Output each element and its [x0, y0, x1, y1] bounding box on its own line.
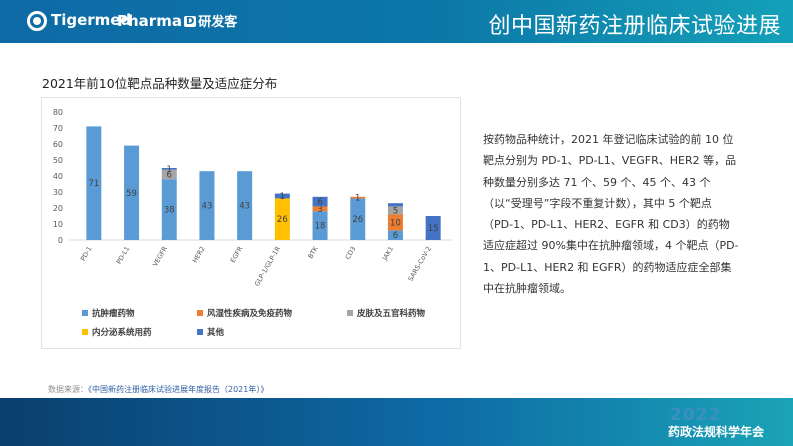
data-label: 6 [393, 231, 398, 241]
bar-segment [350, 198, 366, 240]
legend-swatch [197, 310, 203, 316]
bar-segment [86, 126, 102, 240]
legend-label: 风湿性疾病及免疫药物 [207, 308, 293, 319]
data-label: 3 [317, 205, 322, 215]
data-label: 15 [428, 224, 439, 234]
source-link[interactable]: 《中国新药注册临床试验进展年度报告（2021年）》 [88, 385, 269, 394]
data-label: 1 [355, 194, 360, 204]
source-label: 数据来源： [48, 385, 88, 394]
legend-swatch [82, 310, 88, 316]
bar-segment [124, 145, 140, 240]
bar-segment [387, 203, 403, 207]
bar-segment [199, 171, 215, 240]
data-label: 1 [280, 192, 285, 202]
data-label: 10 [390, 218, 401, 228]
footer-year: 2022 [670, 405, 722, 425]
bar-segment [161, 168, 177, 170]
data-label: 1 [167, 165, 172, 175]
header-bar: Tigermed Pharma D 研发客 创中国新药注册临床试验进展 [0, 0, 793, 43]
bar-segment [274, 198, 290, 240]
y-tick-label: 80 [53, 108, 63, 117]
pharmad-logo-cn: 研发客 [198, 15, 238, 30]
legend-label: 皮肤及五官科药物 [356, 308, 426, 319]
source-note: 数据来源：《中国新药注册临床试验进展年度报告（2021年）》 [48, 384, 268, 395]
data-label: 26 [277, 215, 288, 225]
legend-label: 内分泌系统用药 [92, 327, 152, 338]
tigermed-logo-icon [27, 11, 47, 31]
bar-segment [161, 169, 177, 180]
data-label: 6 [317, 198, 322, 208]
data-label: 43 [202, 202, 213, 212]
tigermed-logo-text: Tigermed [51, 11, 132, 29]
category-label: HER2 [191, 245, 207, 264]
data-label: 38 [164, 206, 175, 216]
pharmad-logo-text: Pharma [117, 12, 182, 30]
legend-swatch [197, 329, 203, 335]
y-tick-label: 0 [58, 236, 63, 245]
bar-segment [387, 206, 403, 215]
chart-container: 0 10 20 30 40 50 60 70 80 71 PD-1 59 PD-L1 38 6 1 VEGFR 4… [41, 97, 461, 349]
category-label: PD-L1 [115, 245, 131, 265]
legend-label: 其他 [207, 327, 225, 338]
footer-bar: 2022 药政法规科学年会 [0, 398, 793, 446]
legend-label: 抗肿瘤药物 [92, 308, 135, 319]
footer-text: 药政法规科学年会 [668, 425, 765, 439]
data-label: 43 [239, 202, 250, 212]
category-label: VEGFR [151, 245, 169, 268]
bar-segment [312, 211, 328, 240]
bar-segment [161, 179, 177, 240]
category-label: CD3 [344, 245, 358, 261]
y-tick-label: 50 [53, 156, 63, 165]
y-tick-label: 10 [53, 220, 63, 229]
category-label: PD-1 [79, 245, 94, 262]
data-label: 18 [315, 222, 326, 232]
data-label: 5 [393, 206, 398, 216]
data-label: 6 [167, 170, 172, 180]
data-label: 71 [88, 179, 99, 189]
category-label: JAK1 [380, 245, 395, 263]
bar-segment [312, 206, 328, 212]
y-tick-label: 60 [53, 140, 63, 149]
legend-swatch [82, 329, 88, 335]
y-tick-label: 40 [53, 172, 63, 181]
category-label: GLP-1/GLP-1R [253, 245, 282, 288]
bar-segment [425, 216, 441, 240]
chart-title: 2021年前10位靶点品种数量及适应症分布 [42, 76, 278, 91]
pharmad-logo: Pharma D 研发客 [117, 11, 237, 30]
y-tick-label: 20 [53, 204, 63, 213]
bar-segment [274, 193, 290, 199]
y-tick-label: 70 [53, 124, 63, 133]
data-label: 59 [126, 189, 137, 199]
page-title: 创中国新药注册临床试验进展 [488, 14, 781, 39]
category-label: EGFR [229, 245, 245, 264]
bar-chart: 0102030405060708071PD-159PD-L13861VEGFR4… [53, 108, 452, 338]
bar-segment [312, 196, 328, 207]
legend-swatch [347, 310, 353, 316]
y-tick-label: 30 [53, 188, 63, 197]
bar-segment [387, 230, 403, 240]
bar-segment [387, 214, 403, 231]
data-label: 26 [352, 215, 363, 225]
bar-segment [237, 171, 253, 240]
category-label: BTK [307, 244, 321, 260]
bar-segment [350, 196, 366, 199]
pharmad-logo-box: D [183, 16, 197, 27]
description-text: 按药物品种统计，2021 年登记临床试验的前 10 位靶点分别为 PD-1、PD… [483, 133, 739, 296]
category-label: SARS-CoV-2 [407, 245, 433, 283]
